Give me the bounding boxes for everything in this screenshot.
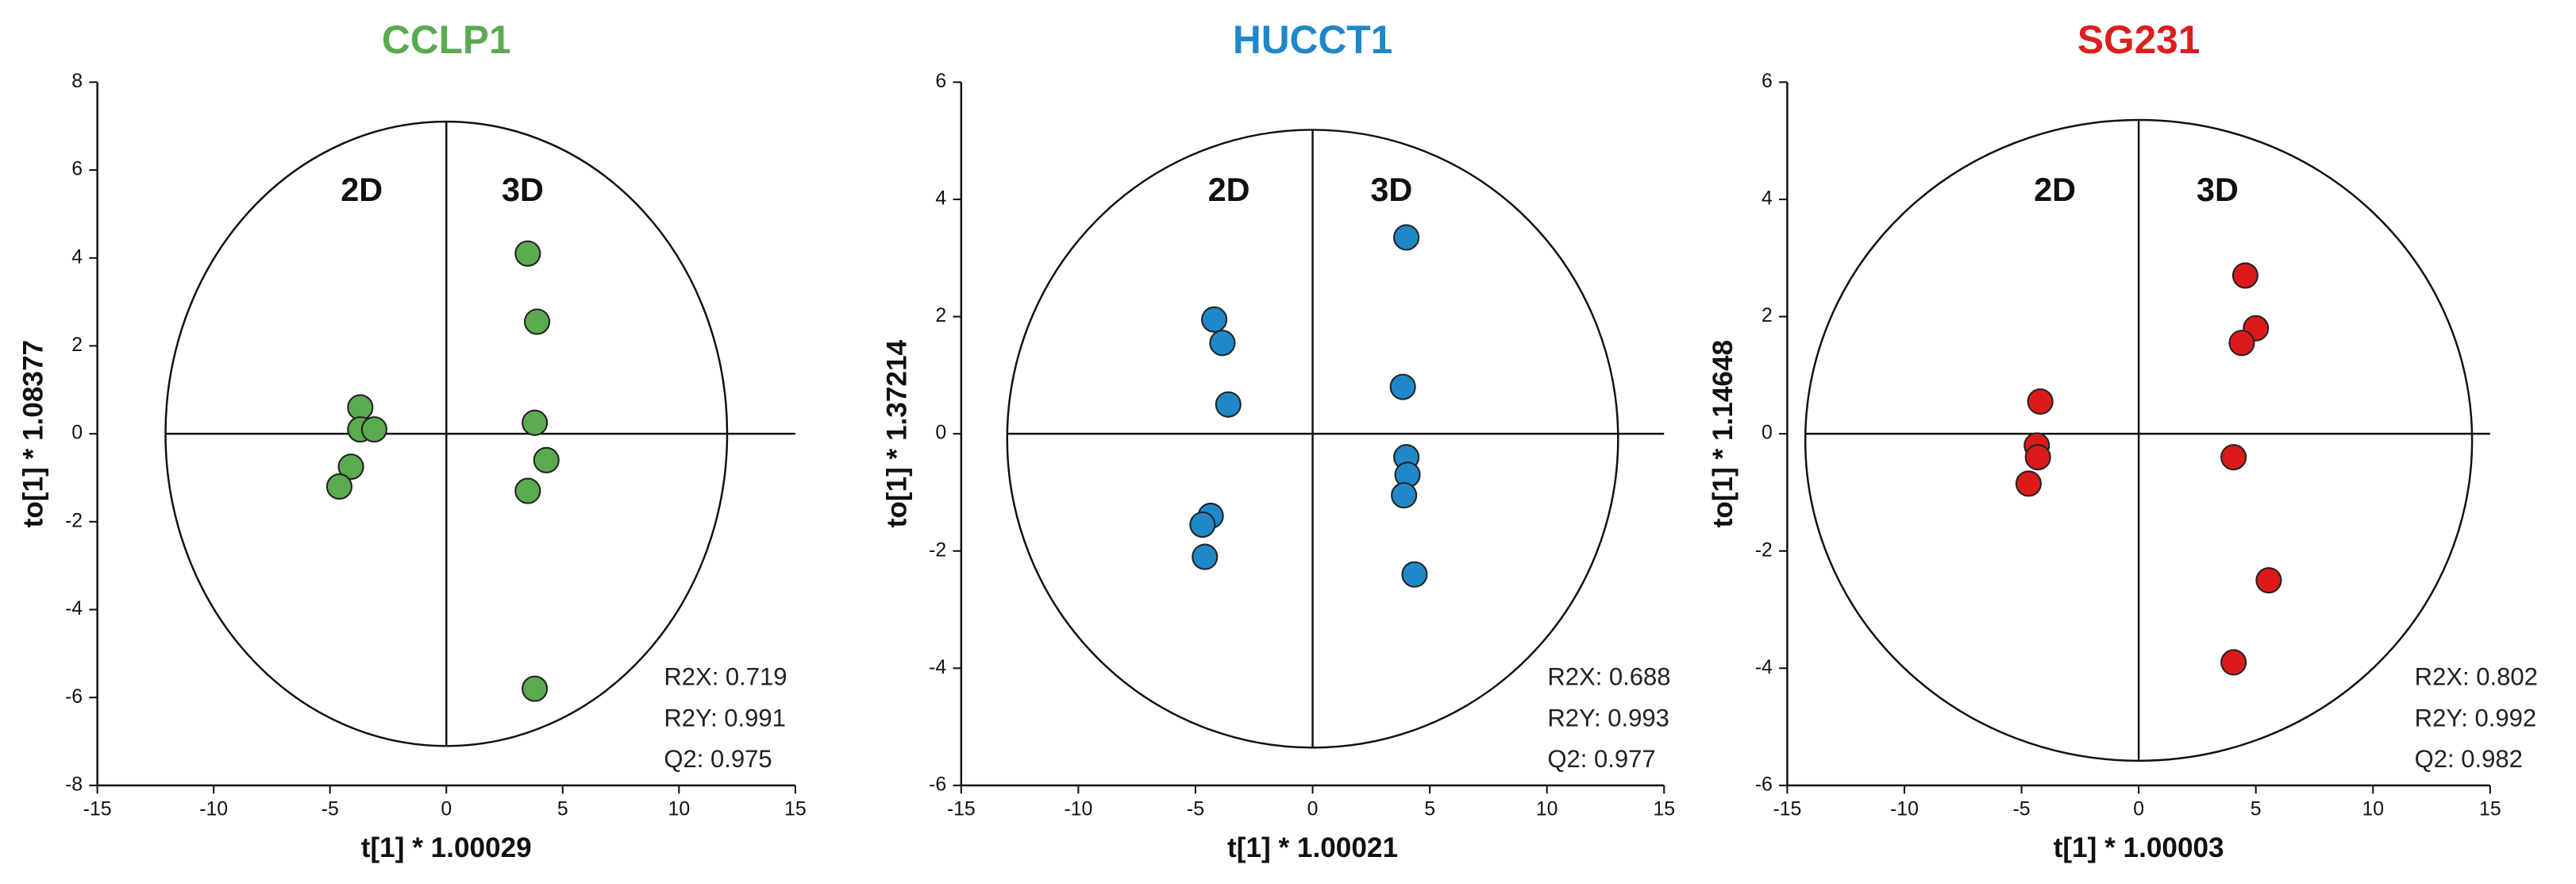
y-tick-label: -6	[65, 686, 83, 708]
group-label: 3D	[502, 172, 544, 208]
point	[2231, 262, 2258, 289]
group-label: 3D	[2197, 172, 2239, 208]
point	[1389, 373, 1416, 400]
x-tick-label: -5	[1187, 798, 1204, 820]
chart-title: SG231	[2077, 17, 2201, 62]
x-tick-label: 15	[784, 798, 807, 820]
y-tick-label: -6	[1755, 774, 1773, 795]
point	[1192, 543, 1219, 570]
point	[1391, 482, 1418, 509]
point	[2220, 649, 2247, 676]
x-tick-label: -15	[947, 798, 976, 820]
point	[514, 240, 541, 267]
y-tick-label: -2	[1755, 539, 1773, 561]
x-axis-title: t[1] * 1.00003	[2054, 832, 2224, 863]
point	[1215, 391, 1242, 418]
x-tick-label: -10	[1064, 798, 1092, 820]
y-tick-label: 0	[1762, 423, 1773, 444]
x-tick-label: 0	[2133, 798, 2144, 820]
point	[2255, 567, 2282, 594]
panel: -15 -10 -5 0 5 10 15 -8 -6 -4 -2 0 2 4 6 8 CCLP1 t[1] * 1…	[17, 17, 806, 863]
y-tick-label: -8	[65, 774, 83, 795]
y-axis-title: to[1] * 1.08377	[17, 340, 48, 527]
point	[1189, 511, 1216, 539]
point	[1393, 224, 1420, 251]
point	[360, 416, 387, 443]
point	[522, 675, 549, 702]
x-tick-label: 5	[557, 798, 568, 820]
x-tick-label: -10	[199, 798, 228, 820]
x-tick-label: -15	[1773, 798, 1801, 820]
point	[325, 473, 352, 500]
point	[514, 477, 541, 504]
point	[1201, 306, 1228, 333]
y-tick-label: 2	[935, 305, 946, 326]
group-label: 2D	[341, 172, 383, 208]
y-tick-label: 2	[1762, 305, 1773, 326]
point	[524, 308, 551, 335]
model-stat: R2X: 0.688	[1547, 663, 1670, 691]
model-stat: R2Y: 0.993	[1547, 704, 1669, 732]
point	[533, 446, 560, 473]
x-tick-label: -5	[2013, 798, 2031, 820]
x-tick-label: 10	[668, 798, 691, 820]
x-axis-title: t[1] * 1.00029	[361, 832, 532, 863]
model-stat: R2X: 0.802	[2415, 663, 2538, 691]
y-tick-label: -2	[929, 539, 946, 561]
x-tick-label: -10	[1890, 798, 1919, 820]
y-axis-title: to[1] * 1.37214	[881, 339, 912, 527]
y-tick-label: 2	[71, 334, 83, 356]
x-tick-label: 0	[441, 798, 452, 820]
chart-title: HUCCT1	[1233, 17, 1392, 62]
model-stat: Q2: 0.975	[664, 745, 772, 773]
group-label: 3D	[1370, 172, 1412, 208]
point	[1401, 561, 1428, 588]
x-tick-label: 15	[1653, 798, 1675, 820]
y-tick-label: 4	[71, 246, 83, 268]
y-tick-label: 8	[71, 71, 83, 92]
y-tick-label: -4	[929, 657, 946, 678]
chart-title: CCLP1	[382, 17, 511, 62]
x-tick-label: 0	[1307, 798, 1319, 820]
point	[337, 454, 364, 481]
point	[2027, 388, 2054, 415]
point	[347, 394, 374, 421]
y-tick-label: -2	[65, 510, 83, 531]
y-tick-label: 6	[935, 71, 946, 92]
y-tick-label: 4	[935, 188, 946, 210]
y-tick-label: 0	[71, 423, 83, 444]
model-stat: Q2: 0.982	[2415, 745, 2523, 773]
panel: -15 -10 -5 0 5 10 15 -6 -4 -2 0 2 4 6 HUCCT1 t[1] * 1.0…	[881, 17, 1675, 863]
group-label: 2D	[1208, 172, 1250, 208]
point	[2015, 470, 2042, 497]
model-stat: Q2: 0.977	[1547, 745, 1655, 773]
x-tick-label: 10	[1536, 798, 1558, 820]
panel: -15 -10 -5 0 5 10 15 -6 -4 -2 0 2 4 6 SG231 t[1] * 1.00…	[1708, 17, 2538, 863]
point	[522, 409, 549, 436]
x-tick-label: 15	[2479, 798, 2501, 820]
y-axis-title: to[1] * 1.14648	[1708, 340, 1739, 527]
point	[1209, 330, 1236, 357]
x-tick-label: -15	[83, 798, 112, 820]
point	[2228, 330, 2255, 357]
y-tick-label: 6	[1762, 71, 1773, 92]
model-stat: R2X: 0.719	[664, 663, 787, 691]
x-tick-label: 5	[2251, 798, 2262, 820]
point	[2220, 444, 2247, 471]
x-tick-label: 5	[1424, 798, 1435, 820]
y-tick-label: 6	[71, 159, 83, 180]
x-tick-label: 10	[2362, 798, 2384, 820]
y-tick-label: -4	[65, 598, 83, 620]
model-stat: R2Y: 0.991	[664, 704, 785, 732]
point	[2024, 444, 2051, 471]
model-stat: R2Y: 0.992	[2415, 704, 2536, 732]
x-axis-title: t[1] * 1.00021	[1227, 832, 1398, 863]
x-tick-label: -5	[322, 798, 339, 820]
y-tick-label: -4	[1755, 657, 1773, 678]
y-tick-label: -6	[929, 774, 946, 795]
y-tick-label: 4	[1762, 188, 1773, 210]
y-tick-label: 0	[935, 423, 946, 444]
group-label: 2D	[2034, 172, 2076, 208]
